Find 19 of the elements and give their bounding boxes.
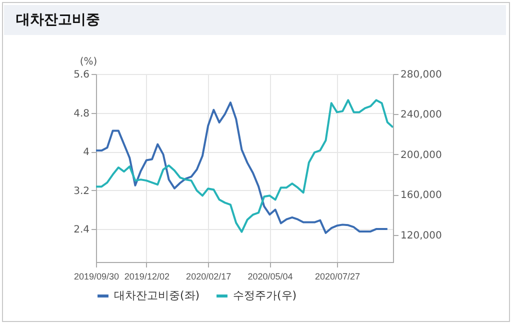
y2-tick-label: 160,000 (400, 190, 442, 202)
y2-tick-label: 120,000 (400, 230, 442, 242)
legend-label: 대차잔고비중(좌) (114, 289, 200, 302)
y-tick-label: 4.8 (74, 108, 90, 120)
y-tick-label: 3.2 (74, 186, 90, 197)
chart-title: 대차잔고비중 (4, 5, 506, 35)
y2-tick-label: 280,000 (400, 70, 442, 80)
y-tick-label: 4 (83, 147, 90, 158)
x-tick-label: 2020/05/04 (248, 272, 293, 282)
y2-tick-label: 240,000 (400, 110, 442, 121)
x-tick-label: 2020/02/17 (186, 272, 232, 282)
y2-tick-label: 200,000 (400, 150, 442, 161)
x-tick-label: 2020/07/27 (314, 272, 360, 282)
y-tick-label: 5.6 (74, 70, 90, 80)
x-tick-label: 2019/12/02 (124, 272, 170, 282)
y-axis-title: (%) (80, 56, 98, 68)
y-tick-label: 2.4 (74, 224, 90, 236)
legend-label: 수정주가(우) (233, 289, 297, 302)
x-tick-label: 2019/09/30 (74, 272, 120, 282)
